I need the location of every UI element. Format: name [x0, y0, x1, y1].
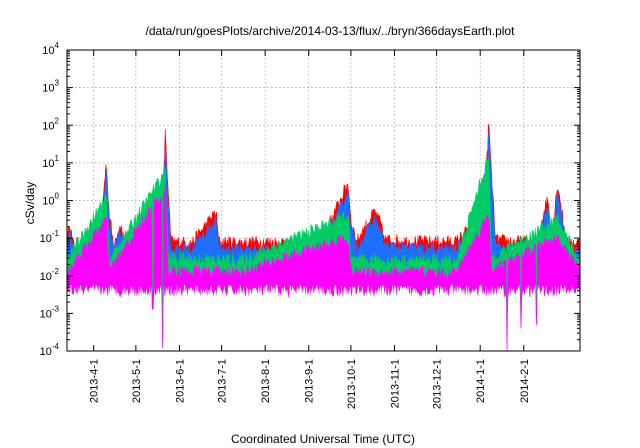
y-tick-label: 100: [42, 192, 59, 208]
x-tick-label: 2013-10-1: [346, 359, 358, 409]
y-tick-label: 10-3: [40, 304, 60, 320]
x-tick-label: 2013-12-1: [432, 359, 444, 409]
axes: 10-4 10-3 10-2 10-1 100 101 102 103 104 2013-4-1 2…: [40, 41, 580, 409]
x-tick-label: 2013-11-1: [389, 359, 401, 408]
y-axis-label: cSv/day: [23, 182, 37, 225]
y-tick-label: 102: [42, 116, 59, 132]
x-tick-label: 2013-5-1: [131, 359, 143, 403]
series-layer: [66, 123, 581, 352]
x-tick-label: 2013-6-1: [174, 359, 186, 403]
x-tick-label: 2013-4-1: [89, 359, 101, 403]
y-tick-label: 104: [42, 41, 59, 57]
series-floor-mask: [67, 284, 580, 351]
y-tick-label: 10-1: [40, 229, 60, 245]
plot-frame: [66, 49, 581, 352]
y-tick-label: 10-2: [40, 267, 60, 283]
x-axis-label: Coordinated Universal Time (UTC): [231, 432, 415, 446]
x-tick-label: 2013-9-1: [304, 359, 316, 403]
y-tick-label: 101: [42, 154, 59, 170]
chart-title: /data/run/goesPlots/archive/2014-03-13/f…: [146, 24, 516, 38]
x-tick-label: 2014-1-1: [475, 359, 487, 403]
y-tick-label: 10-4: [40, 342, 60, 358]
x-tick-label: 2014-2-1: [519, 359, 531, 403]
x-tick-label: 2013-8-1: [260, 359, 272, 403]
x-tick-label: 2013-7-1: [217, 359, 229, 403]
y-tick-label: 103: [42, 79, 59, 95]
